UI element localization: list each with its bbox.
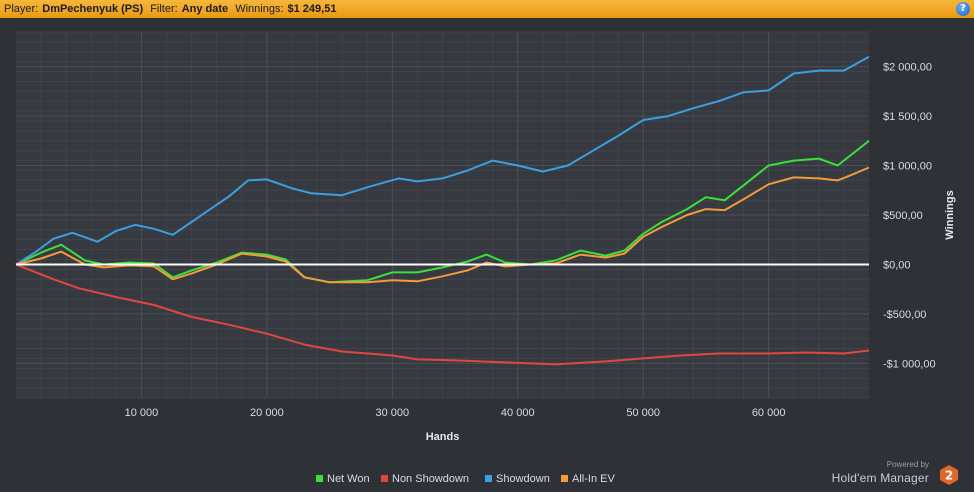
player-label: Player: xyxy=(4,3,39,15)
x-tick-label: 50 000 xyxy=(626,407,660,419)
legend-item-all-in-ev[interactable]: All-In EV xyxy=(561,472,615,486)
series-line-non-showdown xyxy=(15,263,870,366)
x-tick-label: 60 000 xyxy=(752,407,786,419)
legend-swatch xyxy=(485,474,492,482)
y-tick-label: $1 000,00 xyxy=(883,161,932,173)
filter-label: Filter: xyxy=(150,3,178,15)
legend-label: Showdown xyxy=(496,473,550,485)
legend-item-non-showdown[interactable]: Non Showdown xyxy=(381,472,469,486)
x-axis-title: Hands xyxy=(426,431,460,443)
series-line-all-in-ev xyxy=(15,166,870,284)
player-name: DmPechenyuk (PS) xyxy=(42,3,144,15)
winnings-value: $1 249,51 xyxy=(287,3,337,15)
winnings-label: Winnings: xyxy=(235,3,284,15)
legend-swatch xyxy=(316,474,323,482)
brand-block: Powered by Hold'em Manager 2 xyxy=(826,460,966,488)
help-icon[interactable]: ? xyxy=(956,2,970,16)
powered-by-label: Powered by xyxy=(886,460,929,469)
legend-item-showdown[interactable]: Showdown xyxy=(485,472,550,486)
hem2-logo-icon: 2 xyxy=(940,465,958,485)
y-tick-label: $500,00 xyxy=(883,210,923,222)
x-tick-label: 30 000 xyxy=(375,407,409,419)
y-tick-label: -$500,00 xyxy=(883,309,926,321)
y-tick-label: $1 500,00 xyxy=(883,111,932,123)
winnings-chart: -$1 000,00 -$500,00 $0,00 $500,00 $1 000,00 $… xyxy=(15,31,956,443)
header-bar: Player: DmPechenyuk (PS) Filter: Any date … xyxy=(0,0,974,18)
legend-label: Non Showdown xyxy=(392,473,470,485)
product-name: Hold'em Manager xyxy=(831,471,929,485)
legend-swatch xyxy=(561,474,568,482)
legend-swatch xyxy=(381,474,388,482)
x-tick-label: 10 000 xyxy=(125,407,159,419)
logo-glyph: 2 xyxy=(945,469,953,483)
y-tick-label: -$1 000,00 xyxy=(883,358,936,370)
filter-value[interactable]: Any date xyxy=(181,3,229,15)
x-tick-label: 20 000 xyxy=(250,407,284,419)
x-tick-label: 40 000 xyxy=(501,407,535,419)
legend-label: All-In EV xyxy=(572,473,615,485)
series-line-showdown xyxy=(15,55,870,266)
y-axis-title: Winnings xyxy=(944,190,956,239)
y-tick-label: $0,00 xyxy=(883,259,911,271)
legend-label: Net Won xyxy=(327,473,370,485)
legend-item-net-won[interactable]: Net Won xyxy=(316,472,370,486)
series-line-net-won xyxy=(15,140,870,284)
y-tick-label: $2 000,00 xyxy=(883,62,932,74)
chart-legend: Net Won Non Showdown Showdown All-In EV xyxy=(0,472,974,486)
